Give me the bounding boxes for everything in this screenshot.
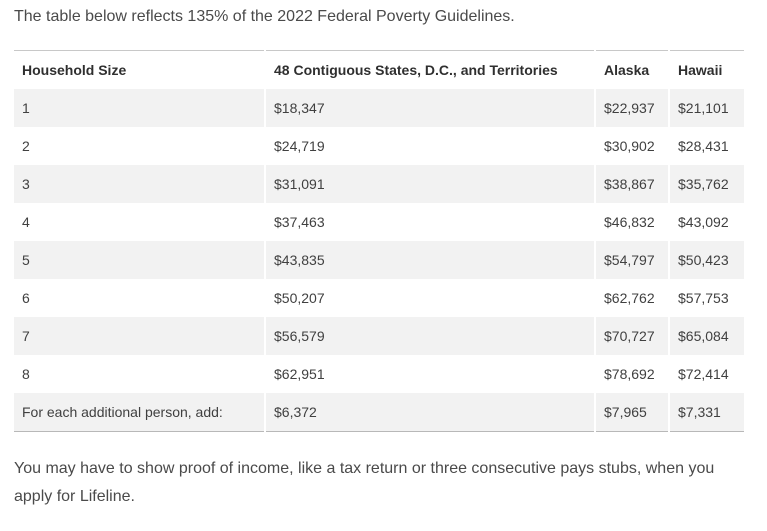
cell-hawaii: $57,753 bbox=[668, 279, 744, 317]
cell-alaska: $62,762 bbox=[594, 279, 669, 317]
table-row: 7 $56,579 $70,727 $65,084 bbox=[14, 317, 744, 355]
intro-text: The table below reflects 135% of the 202… bbox=[14, 8, 515, 25]
cell-hawaii: $72,414 bbox=[668, 355, 744, 393]
table-header-row: Household Size 48 Contiguous States, D.C… bbox=[14, 50, 744, 89]
cell-hawaii: $35,762 bbox=[668, 165, 744, 203]
cell-hawaii: $28,431 bbox=[668, 127, 744, 165]
cell-contiguous: $31,091 bbox=[264, 165, 595, 203]
cell-household-size: 2 bbox=[22, 138, 30, 154]
cell-alaska: $38,867 bbox=[594, 165, 669, 203]
cell-alaska: $22,937 bbox=[594, 89, 669, 127]
cell-contiguous: $37,463 bbox=[264, 203, 595, 241]
table-row: 4 $37,463 $46,832 $43,092 bbox=[14, 203, 744, 241]
table-row: 2 $24,719 $30,902 $28,431 bbox=[14, 127, 744, 165]
cell-household-size: 1 bbox=[14, 89, 265, 127]
cell-contiguous: $56,579 bbox=[264, 317, 595, 355]
cell-hawaii: $7,331 bbox=[668, 393, 744, 432]
cell-contiguous: $43,835 bbox=[264, 241, 595, 279]
header-contiguous-states: 48 Contiguous States, D.C., and Territor… bbox=[264, 50, 595, 89]
cell-contiguous: $6,372 bbox=[264, 393, 595, 432]
cell-contiguous: $18,347 bbox=[264, 89, 595, 127]
cell-alaska: $46,832 bbox=[594, 203, 669, 241]
cell-household-size: 5 bbox=[14, 241, 265, 279]
cell-hawaii: $50,423 bbox=[668, 241, 744, 279]
cell-alaska: $7,965 bbox=[594, 393, 669, 432]
table-row-additional-person: For each additional person, add: $6,372 … bbox=[14, 393, 744, 432]
cell-household-size: 6 bbox=[22, 290, 30, 306]
cell-household-size: 3 bbox=[14, 165, 265, 203]
table-body: 1 $18,347 $22,937 $21,101 2 $24,719 $30,… bbox=[14, 89, 744, 432]
poverty-guidelines-table: Household Size 48 Contiguous States, D.C… bbox=[14, 50, 744, 432]
cell-contiguous: $24,719 bbox=[264, 127, 595, 165]
table-row: 3 $31,091 $38,867 $35,762 bbox=[14, 165, 744, 203]
table-row: 8 $62,951 $78,692 $72,414 bbox=[14, 355, 744, 393]
table-header: Household Size 48 Contiguous States, D.C… bbox=[14, 50, 744, 89]
header-hawaii: Hawaii bbox=[668, 50, 744, 89]
cell-contiguous: $62,951 bbox=[264, 355, 595, 393]
cell-contiguous: $50,207 bbox=[264, 279, 595, 317]
header-alaska: Alaska bbox=[594, 50, 669, 89]
table-row: 6 $50,207 $62,762 $57,753 bbox=[14, 279, 744, 317]
header-household-size: Household Size bbox=[22, 62, 127, 78]
cell-household-size: 8 bbox=[22, 366, 30, 382]
table-row: 1 $18,347 $22,937 $21,101 bbox=[14, 89, 744, 127]
proof-of-income-note: You may have to show proof of income, li… bbox=[14, 460, 715, 505]
cell-hawaii: $43,092 bbox=[668, 203, 744, 241]
cell-alaska: $54,797 bbox=[594, 241, 669, 279]
cell-hawaii: $65,084 bbox=[668, 317, 744, 355]
cell-household-size: 4 bbox=[22, 214, 30, 230]
cell-alaska: $30,902 bbox=[594, 127, 669, 165]
cell-alaska: $78,692 bbox=[594, 355, 669, 393]
table-row: 5 $43,835 $54,797 $50,423 bbox=[14, 241, 744, 279]
cell-household-size: 7 bbox=[14, 317, 265, 355]
cell-additional-person-label: For each additional person, add: bbox=[14, 393, 265, 432]
cell-hawaii: $21,101 bbox=[668, 89, 744, 127]
cell-alaska: $70,727 bbox=[594, 317, 669, 355]
